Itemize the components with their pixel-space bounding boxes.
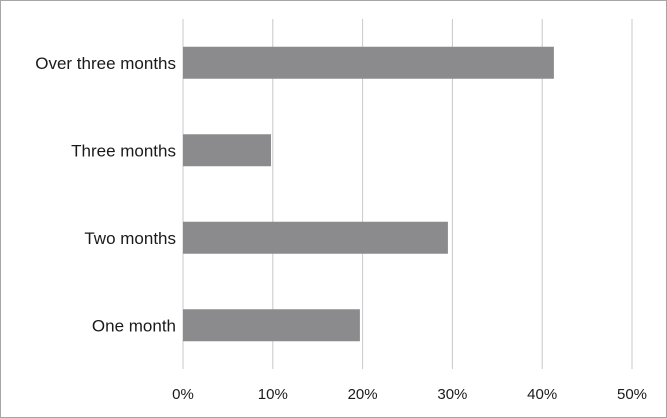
- x-tick-label: 0%: [172, 386, 194, 403]
- x-tick-label: 50%: [617, 386, 647, 403]
- x-tick-label: 30%: [437, 386, 467, 403]
- x-tick-label: 40%: [527, 386, 557, 403]
- category-label: Two months: [84, 229, 176, 248]
- bars: [183, 46, 554, 342]
- category-label: Over three months: [35, 54, 176, 73]
- bar: [183, 309, 360, 342]
- x-tick-label: 10%: [258, 386, 288, 403]
- bar: [183, 134, 272, 167]
- x-tick-label: 20%: [348, 386, 378, 403]
- category-label: Three months: [71, 141, 176, 160]
- category-label: One month: [92, 316, 176, 335]
- x-tick-labels: 0% 10% 20% 30% 40% 50%: [172, 386, 647, 403]
- bar: [183, 221, 448, 254]
- bar: [183, 46, 554, 79]
- category-labels: Over three months Three months Two months O…: [35, 54, 176, 336]
